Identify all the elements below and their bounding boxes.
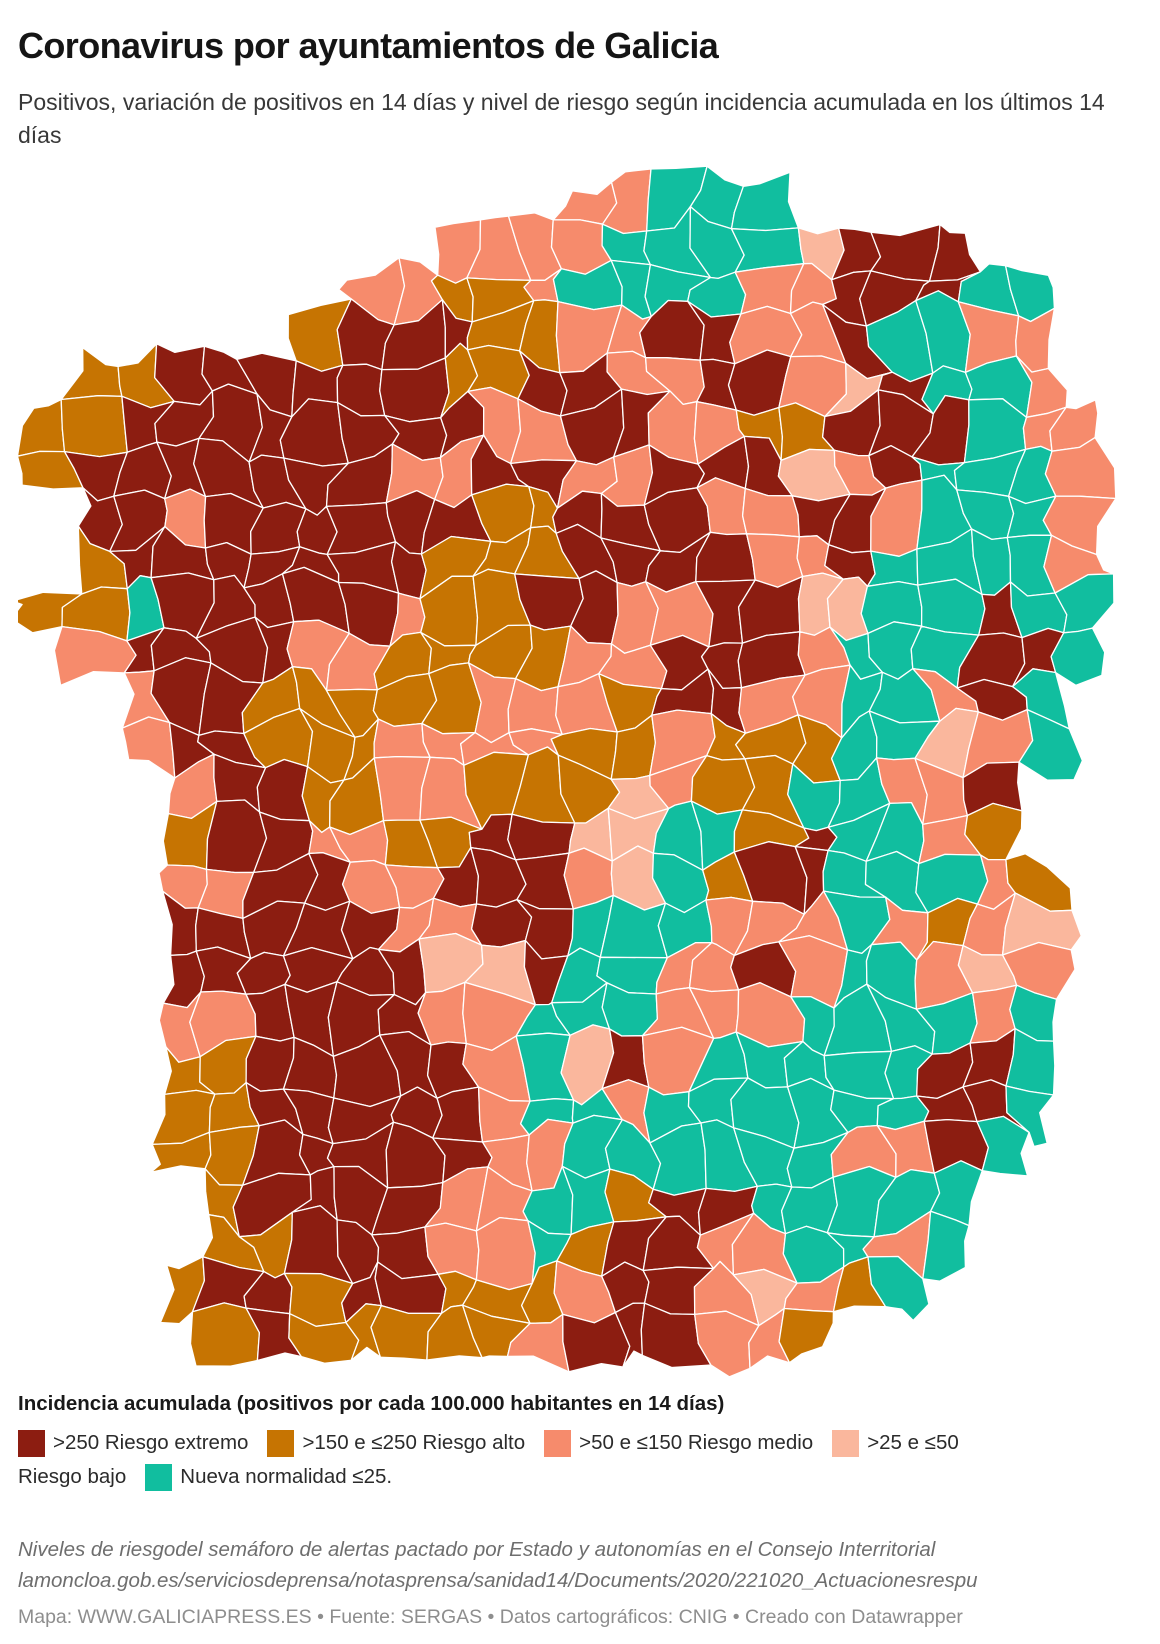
municipality-cell[interactable] (475, 1216, 536, 1291)
municipality-cell[interactable] (256, 758, 311, 822)
legend-row-2: Riesgo bajo Nueva normalidad ≤25. (18, 1460, 1142, 1494)
galicia-map (18, 165, 1117, 1378)
municipality-cell[interactable] (60, 346, 123, 401)
footer-credit: Mapa: WWW.GALICIAPRESS.ES • Fuente: SERG… (18, 1606, 963, 1628)
legend-swatch-riesgo-medio (544, 1429, 572, 1457)
legend-item-riesgo-medio: >50 e ≤150 Riesgo medio (544, 1429, 814, 1457)
municipality-cell[interactable] (866, 548, 919, 587)
legend-swatch-riesgo-bajo (832, 1429, 860, 1457)
page-subtitle: Positivos, variación de positivos en 14 … (18, 89, 1105, 148)
legend-item-riesgo-alto: >150 e ≤250 Riesgo alto (267, 1429, 526, 1457)
municipality-cell[interactable] (18, 398, 66, 457)
municipality-cell[interactable] (976, 1115, 1030, 1177)
legend-label-nueva-normalidad: Nueva normalidad ≤25. (180, 1465, 393, 1488)
municipality-cell[interactable] (730, 171, 800, 232)
municipality-cell[interactable] (121, 716, 176, 779)
municipality-cell[interactable] (514, 852, 574, 910)
legend-label-riesgo-bajo: >25 e ≤50 (867, 1431, 959, 1454)
municipality-cell[interactable] (1050, 627, 1106, 686)
municipality-cell[interactable] (1005, 1085, 1055, 1148)
legend-label-riesgo-extremo: >250 Riesgo extremo (53, 1431, 249, 1454)
legend-row-1: >250 Riesgo extremo >150 e ≤250 Riesgo a… (18, 1426, 1142, 1460)
municipality-cell[interactable] (922, 1210, 970, 1282)
legend-label-riesgo-alto: >150 e ≤250 Riesgo alto (302, 1431, 526, 1454)
municipality-cell[interactable] (60, 395, 128, 458)
municipality-cell[interactable] (867, 1255, 930, 1322)
legend-item-riesgo-extremo: >250 Riesgo extremo (18, 1429, 249, 1457)
municipality-cell[interactable] (1018, 708, 1084, 781)
legend-rows: >250 Riesgo extremo >150 e ≤250 Riesgo a… (18, 1426, 1142, 1494)
legend-label-riesgo-bajo-cont: Riesgo bajo (18, 1465, 127, 1488)
header: Coronavirus por ayuntamientos de Galicia… (18, 26, 1142, 152)
legend-swatch-riesgo-extremo (18, 1429, 45, 1457)
municipality-cell[interactable] (741, 487, 800, 538)
page-title: Coronavirus por ayuntamientos de Galicia (18, 25, 719, 66)
footer-note: Niveles de riesgodel semáforo de alertas… (18, 1538, 978, 1592)
legend-title: Incidencia acumulada (positivos por cada… (18, 1392, 725, 1415)
legend-swatch-nueva-normalidad (145, 1463, 173, 1491)
legend-swatch-riesgo-alto (267, 1429, 295, 1457)
legend-label-riesgo-medio: >50 e ≤150 Riesgo medio (579, 1431, 814, 1454)
map-figure (18, 160, 1142, 1380)
municipality-cell[interactable] (745, 533, 804, 588)
legend-item-riesgo-bajo: >25 e ≤50 (832, 1429, 959, 1457)
map-legend: Incidencia acumulada (positivos por cada… (18, 1392, 1142, 1494)
legend-item-nueva-normalidad: Nueva normalidad ≤25. (145, 1463, 393, 1491)
municipality-cell[interactable] (778, 1307, 835, 1364)
footer: Niveles de riesgodel semáforo de alertas… (18, 1534, 1142, 1629)
municipality-cell[interactable] (870, 223, 941, 282)
